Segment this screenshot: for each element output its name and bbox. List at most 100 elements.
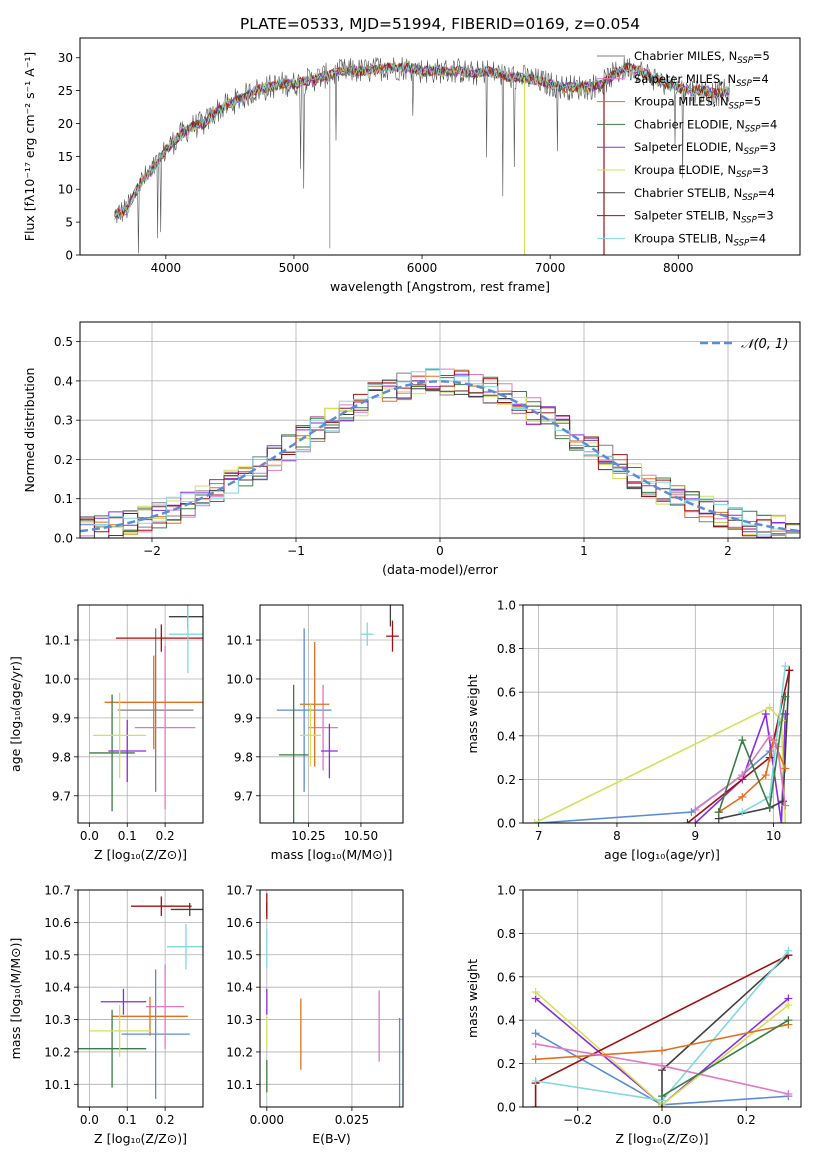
x-axis-label: wavelength [Angstrom, rest frame] — [330, 279, 550, 294]
tick-label-y: 10.0 — [226, 672, 253, 686]
axes-frame — [259, 889, 404, 1108]
tick-label-y: 0.1 — [54, 492, 73, 506]
x-axis-label: Z [log₁₀(Z/Z⊙)] — [616, 1131, 709, 1146]
weight-marker — [658, 1046, 666, 1055]
tick-label-y: 5 — [65, 216, 73, 230]
weight-marker — [531, 1040, 540, 1049]
tick-label-x: 7000 — [535, 261, 566, 275]
tick-label-y: 10.1 — [226, 634, 253, 648]
weight-line-chabrier_stelib — [718, 670, 791, 820]
figure-title: PLATE=0533, MJD=51994, FIBERID=0169, z=0… — [240, 15, 640, 33]
model-spectrum-kroupa_stelib — [114, 61, 730, 219]
tick-label-y: 10.5 — [44, 948, 71, 962]
tick-label-x: −1 — [287, 544, 305, 558]
y-axis-label: mass weight — [465, 959, 480, 1038]
tick-label-x: 10.25 — [291, 829, 325, 843]
residuals-axes: −2 −1 0 1 2 0.0 0.1 0.2 0.3 0.4 0.5 (data-model)/er… — [22, 321, 801, 577]
y-axis-label: Flux [fλ10⁻¹⁷ erg cm⁻² s⁻¹ A⁻¹] — [22, 52, 37, 241]
y-axis-label: age [log₁₀(age/yr)] — [8, 656, 23, 772]
legend-entry: Salpeter STELIB, NSSP=3 — [634, 209, 774, 226]
weight-marker — [777, 819, 786, 823]
tick-label-x: −2 — [143, 544, 161, 558]
legend-entry: Kroupa ELODIE, NSSP=3 — [634, 163, 769, 180]
tick-label-y: 10.1 — [44, 1078, 71, 1092]
tick-label-x: 0 — [436, 544, 444, 558]
weight-marker — [778, 797, 787, 806]
weight_vs_Z-axes: −0.2 0.0 0.2 0.0 0.2 0.4 0.6 0.8 1.0 Z [log₁₀(Z/Z… — [465, 884, 802, 1146]
weight-marker — [784, 946, 793, 955]
errorbar-kroupa_stelib — [168, 605, 203, 674]
x-axis-label: Z [log₁₀(Z/Z⊙)] — [94, 1131, 187, 1146]
tick-label-x: 0.0 — [652, 1113, 671, 1127]
weight-marker — [530, 819, 539, 823]
errorbar-salpeter_miles — [146, 964, 185, 1049]
tick-label-y: 0.2 — [54, 453, 73, 467]
tick-label-y: 25 — [58, 84, 73, 98]
y-axis-label: mass [log₁₀(M/M⊙)] — [8, 938, 23, 1060]
weight-marker — [658, 1061, 666, 1070]
weight_vs_age-axes: 7 8 9 10 0.0 0.2 0.4 0.6 0.8 1.0 age [log₁₀(age/yr… — [465, 599, 802, 862]
tick-label-y: 10.1 — [226, 1078, 253, 1092]
errorbar-chabrier_miles — [117, 628, 194, 792]
weight-marker — [531, 1076, 540, 1085]
tick-label-y: 10.7 — [226, 884, 253, 898]
errorbar-kroupa_elodie — [93, 692, 147, 779]
tick-label-x: 0.025 — [335, 1113, 369, 1127]
weight-marker — [531, 1055, 540, 1064]
tick-label-y: 0.0 — [497, 1101, 516, 1115]
legend-entry: Chabrier STELIB, NSSP=4 — [634, 186, 775, 203]
errorbar-kroupa_elodie — [89, 1004, 150, 1057]
tick-label-x: 4000 — [151, 261, 182, 275]
tick-label-y: 10 — [58, 183, 73, 197]
tick-label-y: 0.4 — [497, 1014, 516, 1028]
x-axis-label: age [log₁₀(age/yr)] — [604, 847, 720, 862]
axes-frame — [522, 604, 802, 824]
weight-marker — [785, 666, 794, 675]
tick-label-y: 0.0 — [497, 817, 516, 831]
legend-entry: Chabrier MILES, NSSP=5 — [634, 49, 770, 66]
axes-frame — [77, 604, 204, 824]
x-axis-label: E(B-V) — [312, 1131, 351, 1146]
tick-label-y: 0.3 — [54, 414, 73, 428]
weight-marker — [765, 792, 774, 801]
weight-marker — [531, 987, 540, 996]
errorbar-chabrier_stelib — [170, 902, 203, 916]
errorbar-kroupa_elodie — [299, 704, 321, 767]
age_vs_mass-axes: 10.25 10.50 9.7 9.8 9.9 10.0 10.1 mass [log₁₀(M… — [226, 604, 404, 862]
axes-frame — [522, 889, 802, 1108]
weight-line-chabrier_elodie — [718, 696, 787, 813]
tick-label-y: 10.2 — [226, 1045, 253, 1059]
tick-label-y: 10.4 — [226, 981, 253, 995]
weight-line-chabrier_elodie — [661, 1019, 789, 1097]
y-axis-label: Normed distribution — [22, 368, 37, 493]
tick-label-y: 10.6 — [44, 916, 71, 930]
tick-label-y: 10.3 — [226, 1013, 253, 1027]
weight-line-kroupa_elodie — [534, 706, 787, 823]
errorbar-kroupa_miles — [104, 655, 203, 750]
mass_vs_ebv-axes: 0.000 0.025 10.1 10.2 10.3 10.4 10.5 10.6 10.7 E(… — [226, 884, 404, 1146]
weight-marker — [683, 819, 692, 823]
histogram-kroupa_stelib — [80, 368, 800, 538]
spectrum-legend: Chabrier MILES, NSSP=5 Salpeter MILES, NS… — [597, 49, 777, 248]
tick-label-y: 0 — [65, 249, 73, 263]
axes-frame — [79, 37, 801, 256]
axes-frame — [77, 889, 204, 1108]
weight-marker — [531, 1103, 540, 1107]
tick-label-x: 0.2 — [156, 1113, 175, 1127]
tick-label-y: 20 — [58, 117, 73, 131]
errorbar-salpeter_elodie — [108, 719, 147, 783]
tick-label-x: 0.1 — [118, 829, 137, 843]
legend-entry: Salpeter MILES, NSSP=4 — [634, 72, 769, 89]
weight-marker — [738, 808, 747, 817]
errorbar-salpeter_elodie — [320, 723, 338, 779]
errorbar-salpeter_miles — [134, 645, 196, 810]
weight-marker — [781, 801, 790, 810]
weight-marker — [531, 1029, 540, 1038]
weight-marker — [761, 771, 770, 780]
tick-label-x: 9 — [691, 829, 699, 843]
tick-label-x: 0.2 — [156, 829, 175, 843]
axes-frame — [79, 321, 801, 539]
tick-label-y: 10.2 — [44, 1045, 71, 1059]
weight-marker — [784, 1089, 793, 1098]
legend-entry: Salpeter ELODIE, NSSP=3 — [634, 140, 776, 157]
